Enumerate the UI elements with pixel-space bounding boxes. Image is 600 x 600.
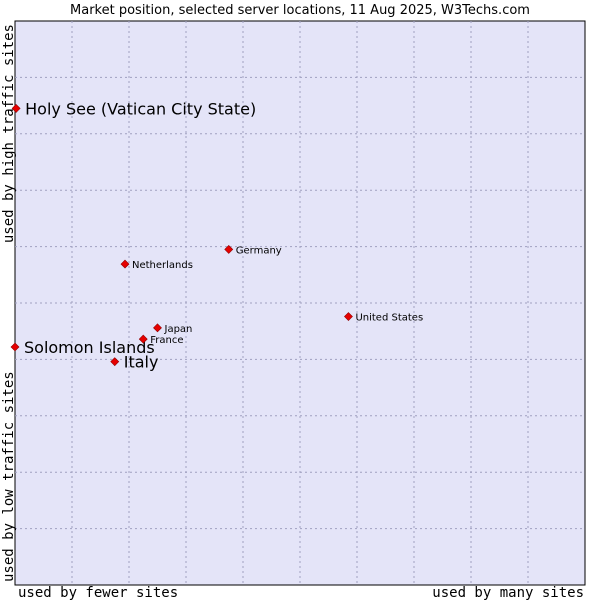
data-point-germany: Germany <box>224 244 282 256</box>
data-point-united-states: United States <box>344 312 423 324</box>
y-axis-min-label: used by low traffic sites <box>1 371 17 582</box>
data-point-italy: Italy <box>110 353 159 372</box>
point-label: United States <box>355 313 423 324</box>
data-point-holy-see-vatican-city-state: Holy See (Vatican City State) <box>11 99 256 118</box>
data-point-france: France <box>138 334 184 346</box>
point-label: Italy <box>124 353 159 372</box>
grid-lines <box>15 21 585 585</box>
point-marker <box>120 259 130 269</box>
y-axis-max-label: used by high traffic sites <box>1 24 17 243</box>
point-label: Japan <box>164 324 193 335</box>
point-marker <box>138 334 148 344</box>
point-marker <box>224 244 234 254</box>
point-marker <box>10 342 20 352</box>
x-axis-min-label: used by fewer sites <box>18 585 178 600</box>
chart-title: Market position, selected server locatio… <box>70 3 530 18</box>
point-marker <box>11 103 21 113</box>
data-points: Holy See (Vatican City State) Solomon Isl… <box>10 99 423 372</box>
x-axis-max-label: used by many sites <box>432 585 584 600</box>
point-label: Netherlands <box>132 260 193 271</box>
data-point-netherlands: Netherlands <box>120 259 193 271</box>
data-point-solomon-islands: Solomon Islands <box>10 338 155 357</box>
point-marker <box>153 323 162 333</box>
data-point-japan: Japan <box>153 323 193 335</box>
point-label: Germany <box>236 245 282 256</box>
point-marker <box>110 357 120 367</box>
point-marker <box>344 312 353 321</box>
point-label: Solomon Islands <box>24 338 155 357</box>
point-label: Holy See (Vatican City State) <box>25 99 256 118</box>
point-label: France <box>150 335 183 346</box>
